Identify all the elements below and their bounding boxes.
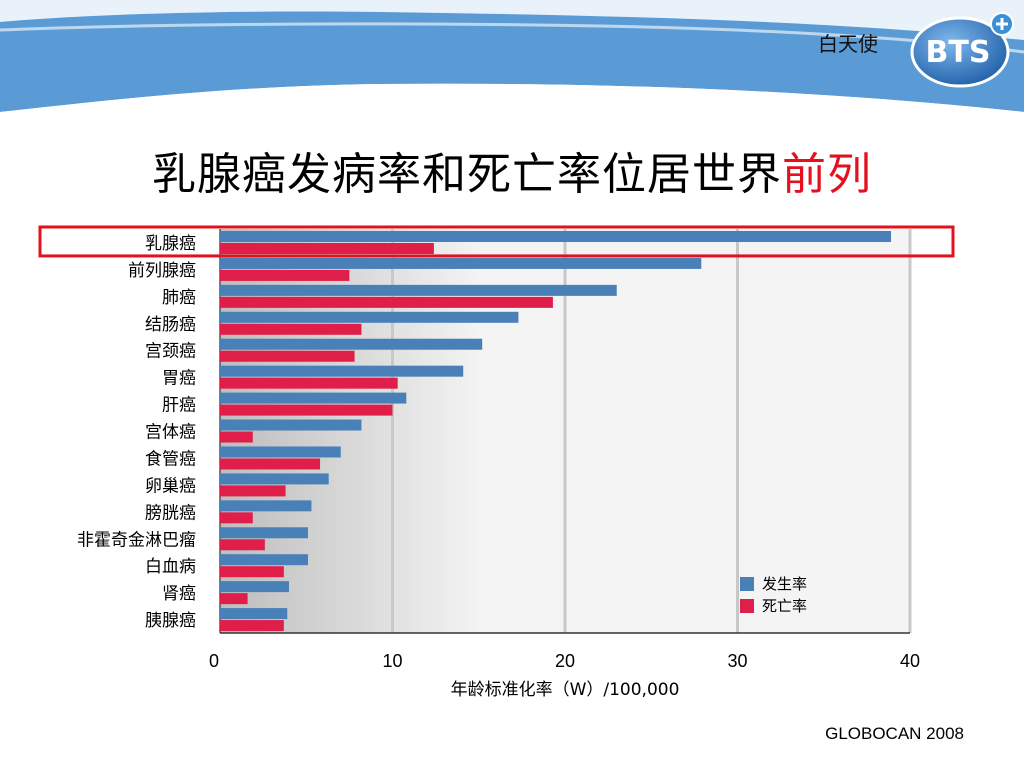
legend-label: 发生率 <box>762 575 807 593</box>
bar-mortality <box>220 350 355 362</box>
x-tick-label: 40 <box>900 651 920 671</box>
bar-mortality <box>220 620 284 632</box>
logo-text: BTS <box>926 35 991 70</box>
bar-mortality <box>220 431 253 443</box>
source-citation: GLOBOCAN 2008 <box>825 724 964 743</box>
x-axis-title: 年龄标准化率（W）/100,000 <box>451 680 680 700</box>
bar-mortality <box>220 485 286 497</box>
bts-logo: BTS <box>910 12 1014 88</box>
bar-incidence <box>220 365 464 377</box>
category-label: 食管癌 <box>145 449 196 469</box>
legend-swatch <box>740 577 754 591</box>
cancer-rate-bar-chart: 乳腺癌前列腺癌肺癌结肠癌宫颈癌胃癌肝癌宫体癌食管癌卵巢癌膀胱癌非霍奇金淋巴瘤白血… <box>38 225 955 700</box>
x-tick-label: 30 <box>727 651 747 671</box>
category-label: 膀胱癌 <box>145 503 196 523</box>
bar-incidence <box>220 500 312 512</box>
bar-incidence <box>220 311 519 323</box>
bar-incidence <box>220 554 308 566</box>
title-accent: 前列 <box>782 149 872 200</box>
bar-mortality <box>220 566 284 578</box>
category-label: 宫颈癌 <box>145 342 196 362</box>
category-label: 肺癌 <box>162 288 196 308</box>
category-label: 胃癌 <box>162 369 196 389</box>
bar-incidence <box>220 284 617 296</box>
bar-incidence <box>220 473 329 485</box>
bar-incidence <box>220 231 892 242</box>
bar-incidence <box>220 581 289 593</box>
bar-incidence <box>220 392 407 404</box>
category-label: 白血病 <box>145 557 196 577</box>
category-label: 宫体癌 <box>145 423 196 443</box>
bar-mortality <box>220 404 393 416</box>
category-label: 非霍奇金淋巴瘤 <box>77 530 196 550</box>
bars-group <box>220 231 892 632</box>
category-label: 胰腺癌 <box>145 611 196 631</box>
bar-incidence <box>220 338 483 350</box>
legend-label: 死亡率 <box>762 597 807 615</box>
category-label: 结肠癌 <box>145 315 196 335</box>
header-wave-banner <box>0 0 1024 140</box>
bar-mortality <box>220 269 350 281</box>
bar-mortality <box>220 323 362 335</box>
category-label: 卵巢癌 <box>145 476 196 496</box>
bar-mortality <box>220 539 265 551</box>
highlight-box <box>38 225 955 258</box>
page-title: 乳腺癌发病率和死亡率位居世界前列 <box>0 138 1024 202</box>
bar-mortality <box>220 458 321 470</box>
brand-name: 白天使 <box>818 32 878 56</box>
x-tick-label: 20 <box>555 651 575 671</box>
category-labels: 乳腺癌前列腺癌肺癌结肠癌宫颈癌胃癌肝癌宫体癌食管癌卵巢癌膀胱癌非霍奇金淋巴瘤白血… <box>77 234 196 631</box>
title-main: 乳腺癌发病率和死亡率位居世界 <box>152 149 782 200</box>
bar-mortality <box>220 296 553 308</box>
x-tick-label: 10 <box>382 651 402 671</box>
bar-incidence <box>220 446 341 458</box>
category-label: 肾癌 <box>162 584 196 604</box>
bar-incidence <box>220 419 362 431</box>
category-label: 前列腺癌 <box>128 261 196 281</box>
bar-incidence <box>220 527 308 539</box>
bar-mortality <box>220 512 253 524</box>
bar-mortality <box>220 243 434 254</box>
x-tick-label: 0 <box>209 651 219 671</box>
bar-incidence <box>220 257 702 269</box>
category-label: 肝癌 <box>162 396 196 416</box>
bar-incidence <box>220 608 288 620</box>
bar-mortality <box>220 593 248 605</box>
x-tick-labels: 0 10 20 30 40 <box>209 651 920 671</box>
category-label: 乳腺癌 <box>145 234 196 254</box>
legend-swatch <box>740 599 754 613</box>
bar-mortality <box>220 377 398 389</box>
grid-lines <box>219 229 912 634</box>
